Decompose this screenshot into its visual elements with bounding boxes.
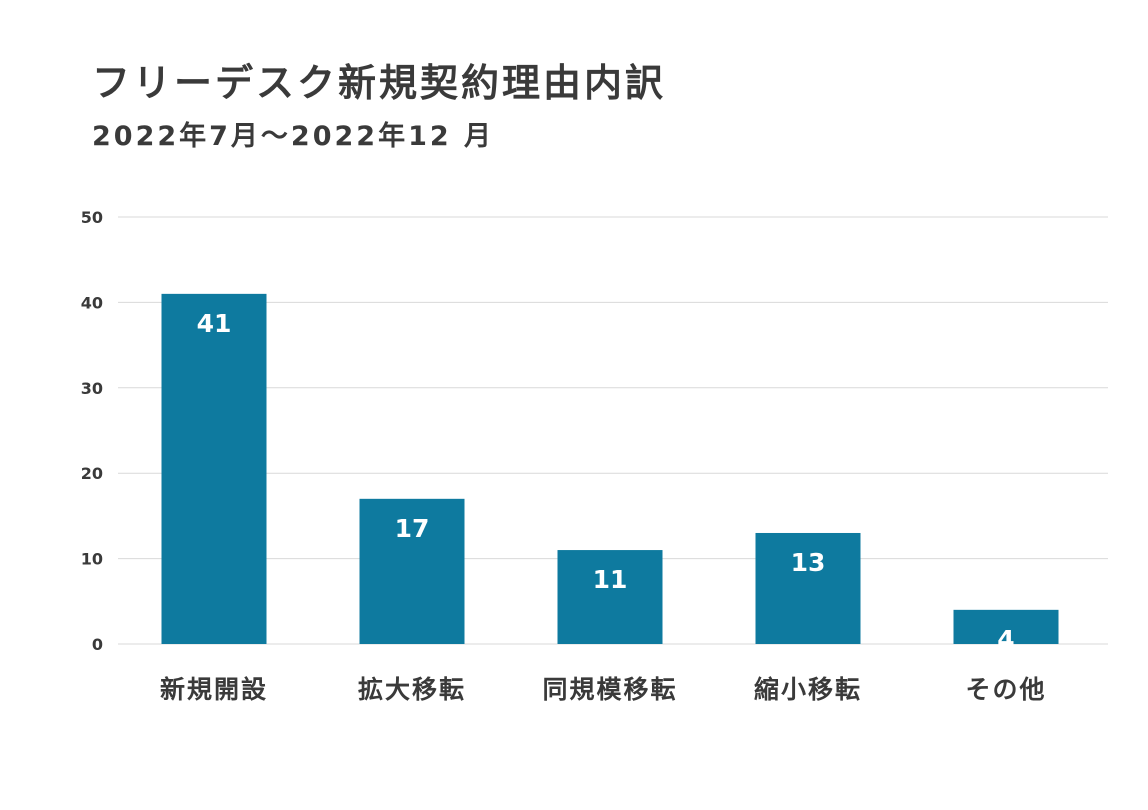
bar-value-label: 11 [593,565,628,594]
x-category-label: 縮小移転 [754,675,862,704]
y-tick-label: 30 [81,379,103,398]
x-category-label: その他 [965,675,1046,704]
bar-value-label: 17 [395,514,430,543]
chart-title: フリーデスク新規契約理由内訳 [92,61,667,105]
chart-subtitle: 2022年7月～2022年12 月 [92,121,495,152]
bar-value-label: 4 [997,625,1014,654]
bar [161,293,267,644]
bar [359,498,465,644]
y-tick-label: 40 [81,293,103,312]
y-tick-label: 0 [92,635,103,654]
bar-value-label: 41 [197,309,232,338]
bar [953,609,1059,644]
bar [557,550,663,644]
y-tick-label: 20 [81,464,103,483]
bar [755,532,861,644]
x-category-label: 同規模移転 [542,675,677,704]
bar-value-label: 13 [791,548,826,577]
y-tick-label: 50 [81,208,103,227]
x-category-label: 新規開設 [160,675,268,704]
x-category-label: 拡大移転 [358,675,466,704]
y-tick-label: 10 [81,550,103,569]
